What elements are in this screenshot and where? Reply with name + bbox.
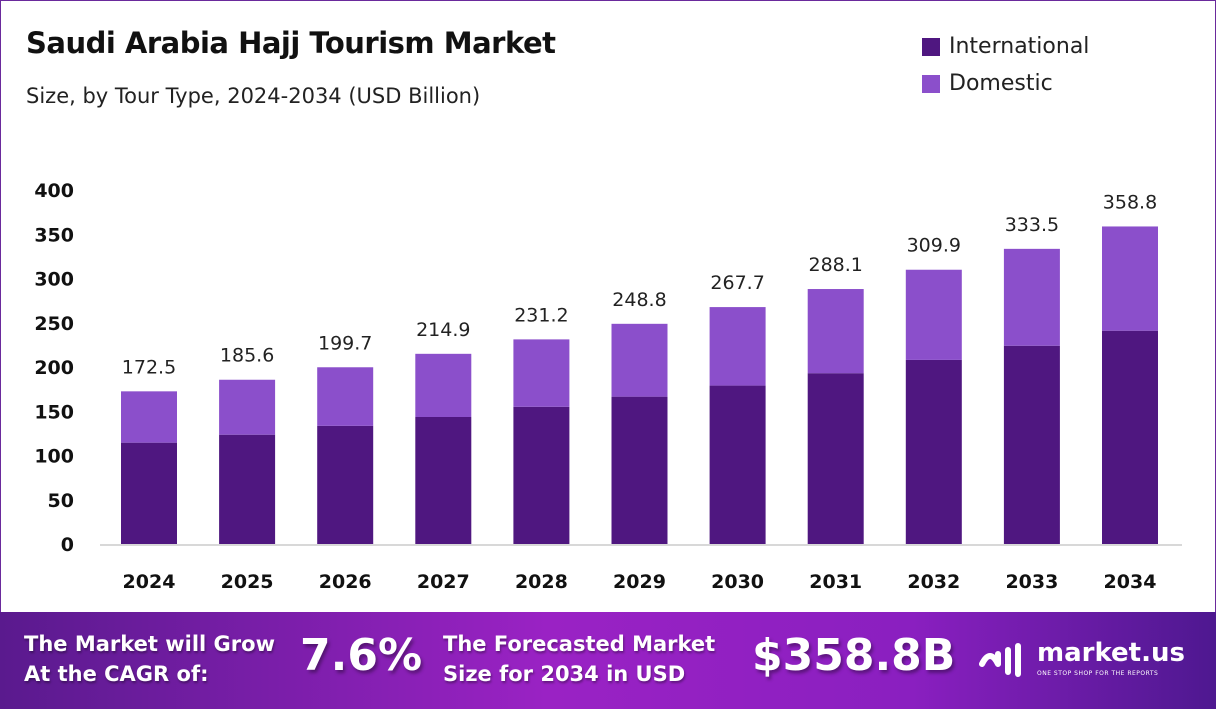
logo-tagline: ONE STOP SHOP FOR THE REPORTS	[1037, 670, 1159, 677]
x-tick-label: 2033	[1005, 571, 1058, 593]
bar-international-2031	[807, 373, 864, 544]
bar-domestic-2024	[121, 391, 177, 443]
x-tick-label: 2032	[907, 571, 960, 593]
legend-item-international: International	[922, 28, 1089, 65]
forecast-value: $358.8B	[752, 630, 956, 681]
bar-international-2029	[611, 396, 668, 544]
legend-swatch-international	[922, 37, 940, 56]
total-data-label: 199.7	[318, 332, 372, 354]
x-tick-label: 2029	[613, 571, 666, 593]
bar-domestic-2030	[709, 307, 766, 386]
chart-subtitle: Size, by Tour Type, 2024-2034 (USD Billi…	[26, 84, 481, 108]
chart-title: Saudi Arabia Hajj Tourism Market	[26, 26, 556, 60]
total-data-label: 172.5	[122, 356, 176, 378]
bar-international-2033	[1003, 345, 1060, 544]
x-tick-label: 2027	[417, 571, 470, 593]
bar-domestic-2029	[611, 323, 668, 397]
bar-domestic-2025	[219, 379, 276, 435]
total-data-label: 214.9	[416, 319, 470, 341]
bar-international-2034	[1102, 330, 1158, 544]
y-tick-label: 200	[34, 357, 74, 379]
bar-international-2027	[415, 417, 472, 544]
forecast-label: The Forecasted Market Size for 2034 in U…	[443, 629, 715, 689]
x-tick-label: 2031	[809, 571, 862, 593]
footer-banner: The Market will Grow At the CAGR of: 7.6…	[0, 612, 1216, 709]
y-tick-label: 300	[34, 269, 74, 291]
cagr-label-line: At the CAGR of:	[24, 662, 209, 686]
legend-label: International	[949, 34, 1090, 59]
cagr-value: 7.6%	[300, 630, 423, 681]
logo-name: market.us	[1037, 638, 1185, 668]
bar-chart: 0 50 100 150 200 250 300 350 400 172.5 2024 185.6 20…	[34, 180, 1182, 593]
x-tick-label: 2034	[1104, 571, 1157, 593]
legend-label: Domestic	[949, 71, 1053, 96]
y-tick-label: 350	[34, 224, 74, 246]
total-data-label: 248.8	[612, 289, 666, 311]
bar-international-2024	[121, 442, 177, 544]
bar-international-2026	[317, 425, 374, 544]
forecast-label-line: Size for 2034 in USD	[443, 662, 686, 686]
bar-domestic-2033	[1003, 248, 1060, 346]
legend-swatch-domestic	[922, 74, 940, 93]
legend-item-domestic: Domestic	[922, 65, 1089, 102]
bar-international-2028	[513, 406, 570, 544]
total-data-label: 358.8	[1103, 191, 1157, 213]
x-tick-label: 2026	[319, 571, 372, 593]
y-tick-label: 150	[34, 401, 74, 423]
total-data-label: 231.2	[514, 304, 568, 326]
bar-domestic-2026	[317, 367, 374, 426]
bar-international-2030	[709, 385, 766, 544]
x-tick-label: 2028	[515, 571, 568, 593]
bar-international-2025	[219, 434, 276, 544]
cagr-label: The Market will Grow At the CAGR of:	[24, 629, 275, 689]
market-us-logo-icon	[979, 643, 1021, 677]
bar-domestic-2032	[905, 269, 962, 360]
total-data-label: 288.1	[808, 254, 862, 276]
bar-domestic-2027	[415, 353, 472, 418]
total-data-label: 185.6	[220, 345, 274, 367]
x-tick-label: 2025	[221, 571, 274, 593]
x-tick-label: 2030	[711, 571, 764, 593]
y-tick-label: 0	[61, 534, 74, 556]
bar-international-2032	[905, 359, 962, 544]
bar-domestic-2034	[1102, 226, 1158, 331]
total-data-label: 333.5	[1005, 214, 1059, 236]
legend: International Domestic	[922, 28, 1089, 102]
bar-domestic-2031	[807, 289, 864, 374]
forecast-label-line: The Forecasted Market	[443, 632, 716, 656]
y-tick-label: 100	[34, 446, 74, 468]
total-data-label: 267.7	[710, 272, 764, 294]
cagr-label-line: The Market will Grow	[24, 632, 275, 656]
total-data-label: 309.9	[907, 235, 961, 257]
y-tick-label: 400	[34, 180, 74, 202]
x-tick-label: 2024	[123, 571, 176, 593]
y-tick-label: 250	[34, 313, 74, 335]
bar-domestic-2028	[513, 339, 570, 407]
y-tick-label: 50	[48, 490, 74, 512]
